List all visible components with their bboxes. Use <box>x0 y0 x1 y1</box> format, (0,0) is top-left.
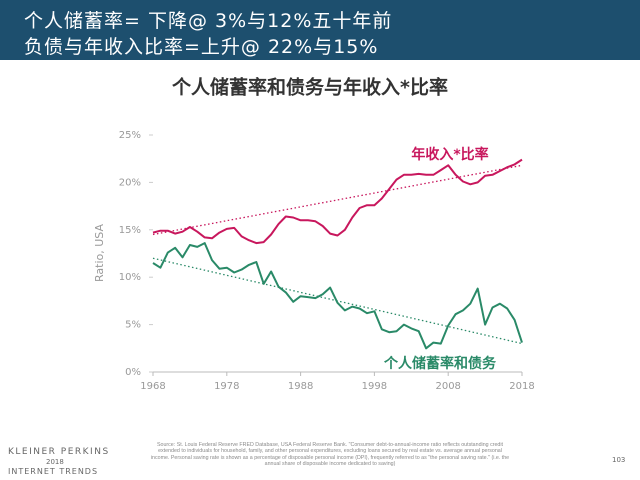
header-line: 负债与年收入比率=上升@ 22%与15% <box>24 36 379 58</box>
chart-title: 个人储蓄率和债务与年收入*比率 <box>171 76 448 99</box>
series-label: 年收入*比率 <box>411 146 488 163</box>
y-axis-label: Ratio, USA <box>93 224 106 282</box>
page-number: 103 <box>612 456 626 464</box>
brand-report: INTERNET TRENDS <box>8 467 99 476</box>
x-tick-label: 1968 <box>140 381 165 392</box>
brand-year: 2018 <box>46 458 64 466</box>
y-tick-label: 10% <box>119 272 141 283</box>
trend-line <box>152 164 523 236</box>
x-tick-label: 2018 <box>509 381 534 392</box>
y-tick-label: 25% <box>119 130 141 141</box>
x-tick-label: 1978 <box>214 381 239 392</box>
y-tick-label: 5% <box>125 320 141 331</box>
header-line: 个人储蓄率= 下降@ 3%与12%五十年前 <box>24 10 393 32</box>
x-tick-label: 1998 <box>362 381 387 392</box>
brand: KLEINER PERKINS <box>8 447 110 457</box>
series-line <box>152 242 523 350</box>
y-tick-label: 0% <box>125 367 141 378</box>
header: 个人储蓄率= 下降@ 3%与12%五十年前 负债与年收入比率=上升@ 22%与1… <box>0 0 640 60</box>
y-tick-label: 20% <box>119 177 141 188</box>
x-tick-label: 2008 <box>435 381 460 392</box>
series-line <box>152 158 523 245</box>
x-tick-label: 1988 <box>288 381 313 392</box>
series-label: 个人储蓄率和债务 <box>383 355 497 372</box>
y-tick-label: 15% <box>119 225 141 236</box>
source-note: Source: St. Louis Federal Reserve FRED D… <box>150 442 510 467</box>
